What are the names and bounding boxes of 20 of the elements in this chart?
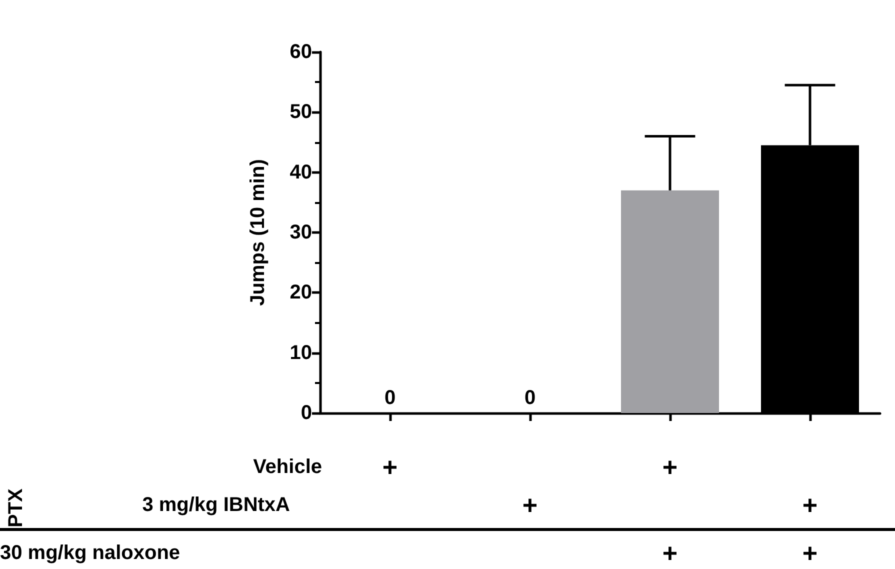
- y-tick-label: 0: [300, 402, 312, 424]
- y-tick-label: 50: [290, 101, 312, 124]
- text: +: [662, 452, 678, 482]
- text: +: [522, 490, 538, 520]
- text: 3 mg/kg IBNtxA: [142, 494, 290, 516]
- text: Vehicle: [253, 456, 322, 478]
- y-tick-label: 60: [290, 41, 312, 63]
- y-tick-label: 10: [290, 342, 312, 364]
- text: PTX: [5, 488, 27, 528]
- text: +: [662, 538, 678, 568]
- text: +: [382, 452, 398, 482]
- text: +: [802, 538, 818, 568]
- y-axis-title: Jumps (10 min): [247, 159, 269, 306]
- y-tick-label: 30: [290, 222, 312, 244]
- data-label: 0: [524, 387, 536, 409]
- text: +: [802, 490, 818, 520]
- y-tick-label: 20: [290, 282, 312, 304]
- y-tick-label: 40: [290, 161, 312, 184]
- data-label: 0: [384, 387, 396, 409]
- text: 30 mg/kg naloxone: [0, 542, 180, 564]
